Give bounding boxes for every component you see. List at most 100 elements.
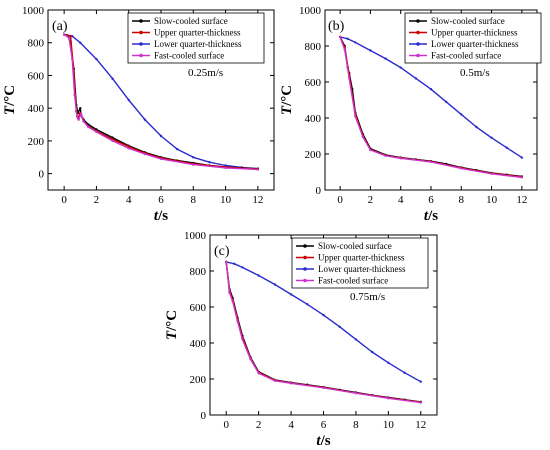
x-tick-label: 8: [353, 419, 359, 431]
legend-marker: [416, 19, 420, 23]
legend-entry: Slow-cooled surface: [154, 16, 228, 26]
data-point: [82, 120, 85, 123]
condition-label: 0.25m/s: [188, 67, 223, 79]
y-tick-label: 200: [190, 374, 207, 386]
x-tick-label: 0: [223, 419, 229, 431]
y-tick-label: 0: [201, 410, 207, 422]
legend-entry: Slow-cooled surface: [431, 16, 505, 26]
legend-marker: [416, 42, 420, 46]
data-point: [322, 313, 325, 317]
data-point: [249, 358, 252, 361]
series-line: [339, 36, 522, 179]
data-point: [338, 325, 341, 328]
legend-entry: Fast-cooled surface: [154, 51, 224, 61]
legend-marker: [303, 267, 307, 271]
data-point: [62, 33, 66, 36]
data-point: [429, 160, 433, 164]
legend-marker: [139, 42, 143, 46]
data-point: [419, 380, 422, 383]
y-tick-label: 400: [305, 113, 322, 125]
data-point: [306, 303, 309, 306]
data-point: [69, 34, 72, 38]
x-tick-label: 12: [252, 194, 263, 206]
data-point: [95, 130, 98, 134]
x-tick-label: 4: [288, 419, 294, 431]
data-point: [289, 293, 293, 296]
legend-box: [127, 12, 265, 64]
legend-marker: [139, 53, 143, 58]
legend-entry: Upper quarter-thickness: [154, 28, 241, 38]
legend-entry: Fast-cooled surface: [431, 51, 501, 61]
x-axis-label: t/s: [424, 208, 438, 224]
data-point: [79, 41, 82, 44]
x-tick-label: 10: [220, 194, 232, 206]
x-tick-label: 6: [428, 194, 434, 206]
x-tick-label: 4: [126, 194, 132, 206]
y-tick-label: 0: [316, 185, 322, 197]
y-tick-label: 600: [190, 302, 207, 314]
legend: Slow-cooled surface Upper quarter-thickne…: [404, 12, 542, 64]
series-line: [63, 33, 258, 170]
data-point: [256, 168, 260, 171]
data-point: [143, 118, 147, 121]
data-point: [369, 148, 372, 152]
y-tick-label: 600: [305, 77, 322, 89]
data-point: [241, 266, 244, 269]
data-point: [444, 100, 448, 104]
legend-marker: [303, 244, 307, 248]
legend-box: [291, 237, 429, 289]
legend-entry: Fast-cooled surface: [318, 276, 388, 286]
x-tick-label: 4: [398, 194, 404, 206]
data-point: [224, 166, 227, 170]
data-point: [192, 163, 195, 166]
data-point: [322, 386, 325, 390]
y-tick-label: 0: [39, 169, 45, 181]
data-point: [490, 172, 493, 175]
x-axis-label: t/s: [316, 433, 330, 449]
x-axis-label: t/s: [154, 208, 168, 224]
data-point: [399, 66, 402, 69]
y-tick-label: 200: [305, 149, 322, 161]
legend-entry: Lower quarter-thickness: [154, 39, 242, 49]
x-tick-label: 10: [486, 194, 498, 206]
data-point: [348, 77, 351, 80]
legend-marker: [416, 30, 420, 35]
data-point: [289, 382, 293, 385]
legend: Slow-cooled surface Upper quarter-thickne…: [291, 237, 429, 289]
data-point: [343, 48, 346, 51]
legend-entry: Lower quarter-thickness: [318, 264, 406, 274]
data-point: [399, 157, 402, 160]
y-tick-label: 800: [190, 266, 207, 278]
series-line: [339, 36, 523, 159]
panel-label: (c): [214, 244, 230, 259]
y-axis-label: T/°C: [2, 85, 18, 115]
data-point: [127, 98, 130, 102]
data-point: [231, 300, 234, 303]
condition-label: 0.5m/s: [460, 67, 490, 79]
x-tick-label: 2: [256, 419, 262, 431]
series-line: [226, 261, 422, 383]
data-point: [228, 291, 231, 294]
data-point: [67, 36, 71, 40]
panel-2: 0 2 4 6 8 10 12 0 200 400 600 800 1000 t/s T/°C (b) 0.5m…: [279, 5, 542, 224]
x-tick-label: 12: [516, 194, 527, 206]
data-point: [79, 106, 82, 110]
data-point: [233, 262, 236, 265]
data-point: [73, 93, 76, 97]
data-point: [354, 115, 357, 118]
condition-label: 0.75m/s: [350, 291, 385, 303]
x-tick-label: 2: [368, 194, 374, 206]
data-point: [346, 37, 349, 40]
y-tick-label: 400: [190, 338, 207, 350]
y-tick-label: 200: [28, 136, 45, 148]
y-tick-label: 600: [28, 70, 45, 82]
legend-marker: [139, 30, 143, 35]
data-point: [369, 49, 372, 52]
data-point: [111, 139, 114, 143]
data-point: [520, 176, 524, 179]
legend-entry: Upper quarter-thickness: [318, 253, 405, 263]
y-tick-label: 1000: [184, 230, 207, 242]
legend-marker: [416, 53, 420, 58]
legend-entry: Slow-cooled surface: [318, 241, 392, 251]
